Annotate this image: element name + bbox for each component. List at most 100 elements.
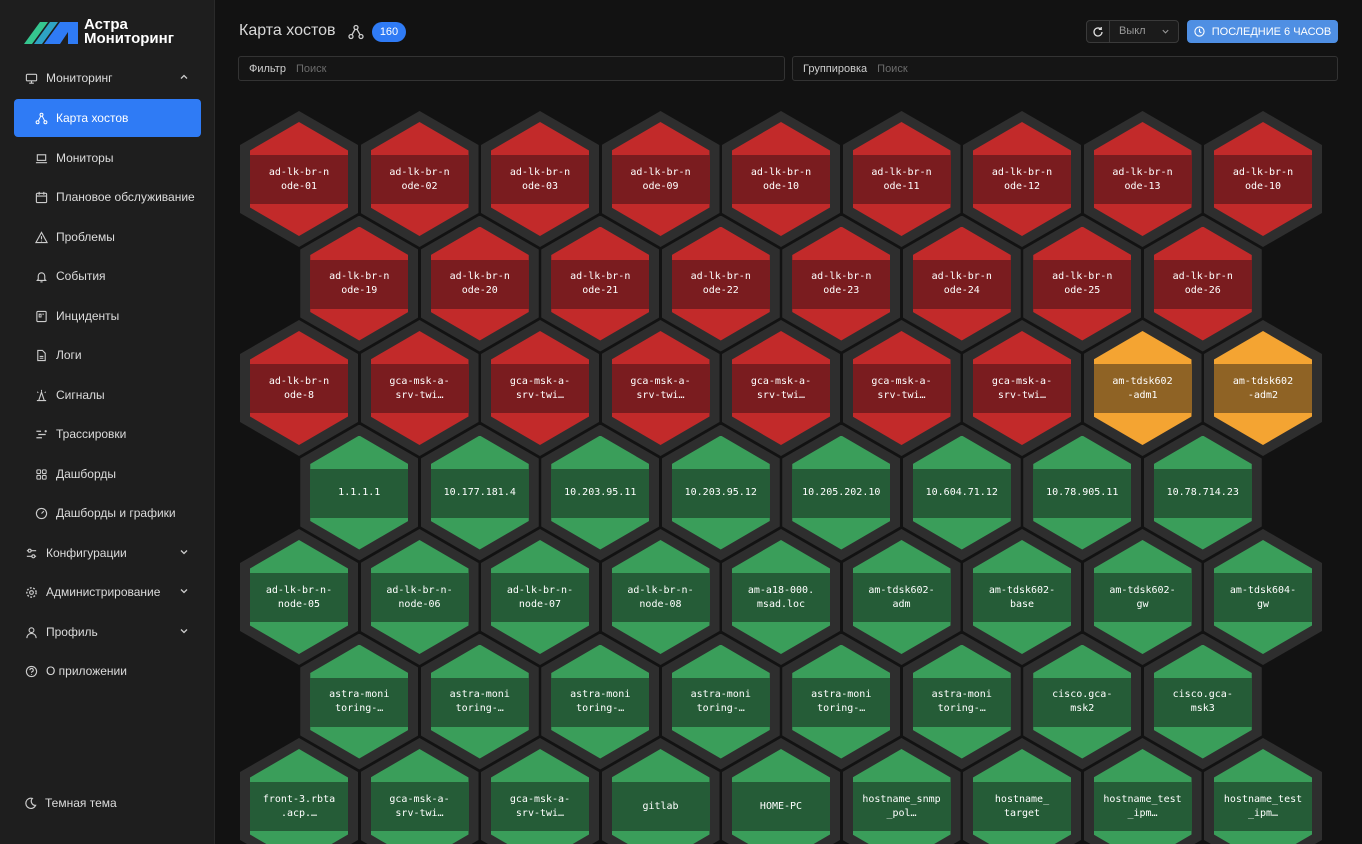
host-name: gca-msk-a- srv-twi… bbox=[370, 782, 469, 831]
sidebar-item-15[interactable]: О приложении bbox=[14, 652, 201, 690]
host-hex[interactable]: hostname_test _ipm… bbox=[1204, 738, 1322, 844]
host-hex[interactable]: ad-lk-br-n ode-23 bbox=[782, 215, 901, 352]
host-hex[interactable]: ad-lk-br-n ode-22 bbox=[661, 215, 780, 352]
host-hex[interactable]: ad-lk-br-n- node-06 bbox=[360, 529, 479, 665]
host-hex[interactable]: ad-lk-br-n ode-26 bbox=[1143, 215, 1262, 352]
host-hex[interactable]: am-tdsk602- adm bbox=[842, 529, 961, 665]
host-hex[interactable]: astra-moni toring-… bbox=[300, 633, 419, 770]
host-hex[interactable]: ad-lk-br-n ode-10 bbox=[722, 111, 840, 247]
host-hex[interactable]: 10.78.905.11 bbox=[1023, 424, 1142, 561]
host-hex[interactable]: 10.78.714.23 bbox=[1143, 424, 1262, 561]
host-hex[interactable]: 10.203.95.12 bbox=[661, 424, 780, 561]
host-hex[interactable]: gca-msk-a- srv-twi… bbox=[481, 738, 599, 844]
host-hex[interactable]: astra-moni toring-… bbox=[541, 633, 660, 770]
host-name: cisco.gca- msk2 bbox=[1033, 677, 1132, 727]
sidebar-item-6[interactable]: Инциденты bbox=[14, 297, 201, 335]
host-hex[interactable]: ad-lk-br-n ode-10 bbox=[1204, 111, 1322, 247]
host-hex[interactable]: front-3.rbta .acp.… bbox=[240, 738, 358, 844]
host-name: astra-moni toring-… bbox=[912, 677, 1011, 727]
time-range-button[interactable]: ПОСЛЕДНИЕ 6 ЧАСОВ bbox=[1187, 20, 1338, 43]
sidebar-item-0[interactable]: Мониторинг bbox=[14, 59, 201, 97]
host-hex[interactable]: am-tdsk602 -adm1 bbox=[1083, 320, 1202, 456]
host-hex[interactable]: 1.1.1.1 bbox=[300, 424, 419, 561]
host-hex[interactable]: astra-moni toring-… bbox=[420, 633, 539, 770]
host-hex[interactable]: ad-lk-br-n ode-8 bbox=[240, 320, 358, 456]
sidebar-item-14[interactable]: Профиль bbox=[14, 613, 201, 651]
host-hex[interactable]: 10.604.71.12 bbox=[902, 424, 1021, 561]
host-name: ad-lk-br-n ode-25 bbox=[1033, 259, 1132, 309]
host-hex[interactable]: ad-lk-br-n ode-11 bbox=[842, 111, 961, 247]
host-hex[interactable]: gca-msk-a- srv-twi… bbox=[360, 738, 479, 844]
host-hex[interactable]: am-a18-000. msad.loc bbox=[722, 529, 840, 665]
host-hex[interactable]: ad-lk-br-n- node-07 bbox=[481, 529, 599, 665]
host-hex[interactable]: ad-lk-br-n ode-25 bbox=[1023, 215, 1142, 352]
host-hex[interactable]: ad-lk-br-n ode-21 bbox=[541, 215, 660, 352]
host-hex[interactable]: gitlab bbox=[601, 738, 720, 844]
host-name: am-tdsk602 -adm2 bbox=[1214, 364, 1312, 413]
host-hex[interactable]: ad-lk-br-n ode-01 bbox=[240, 111, 358, 247]
host-hex[interactable]: ad-lk-br-n ode-20 bbox=[420, 215, 539, 352]
host-name: gca-msk-a- srv-twi… bbox=[732, 364, 830, 413]
host-hex[interactable]: cisco.gca- msk2 bbox=[1023, 633, 1142, 770]
refresh-interval-select[interactable]: Выкл bbox=[1119, 25, 1146, 37]
host-hex[interactable]: am-tdsk602- gw bbox=[1083, 529, 1202, 665]
host-hex[interactable]: ad-lk-br-n ode-13 bbox=[1083, 111, 1202, 247]
host-hex[interactable]: hostname_ target bbox=[963, 738, 1081, 844]
host-hex[interactable]: 10.177.181.4 bbox=[420, 424, 539, 561]
sidebar-item-2[interactable]: Мониторы bbox=[14, 139, 201, 177]
host-hex[interactable]: 10.203.95.11 bbox=[541, 424, 660, 561]
grouping-input[interactable] bbox=[877, 62, 1278, 75]
host-hex[interactable]: am-tdsk602- base bbox=[963, 529, 1081, 665]
host-hex[interactable]: HOME-PC bbox=[722, 738, 840, 844]
host-name: astra-moni toring-… bbox=[310, 677, 409, 727]
host-hex[interactable]: astra-moni toring-… bbox=[661, 633, 780, 770]
host-hex[interactable]: astra-moni toring-… bbox=[782, 633, 901, 770]
host-hex[interactable]: gca-msk-a- srv-twi… bbox=[481, 320, 599, 456]
sidebar-item-7[interactable]: Логи bbox=[14, 336, 201, 374]
sidebar-item-9[interactable]: Трассировки bbox=[14, 415, 201, 453]
host-hex[interactable]: ad-lk-br-n ode-12 bbox=[963, 111, 1081, 247]
host-hex[interactable]: ad-lk-br-n- node-08 bbox=[601, 529, 720, 665]
filter-input[interactable] bbox=[295, 62, 696, 75]
sidebar-item-11[interactable]: Дашборды и графики bbox=[14, 494, 201, 532]
grouping-field: Группировка bbox=[792, 56, 1338, 81]
sidebar-item-label: События bbox=[56, 269, 106, 283]
host-hex[interactable]: gca-msk-a- srv-twi… bbox=[842, 320, 961, 456]
sidebar-item-8[interactable]: Сигналы bbox=[14, 376, 201, 414]
host-hex[interactable]: am-tdsk604- gw bbox=[1204, 529, 1322, 665]
sidebar-item-5[interactable]: События bbox=[14, 257, 201, 295]
host-hex[interactable]: ad-lk-br-n ode-19 bbox=[300, 215, 419, 352]
host-hex[interactable]: gca-msk-a- srv-twi… bbox=[722, 320, 840, 456]
sidebar-item-4[interactable]: Проблемы bbox=[14, 218, 201, 256]
host-name: ad-lk-br-n ode-10 bbox=[1214, 155, 1312, 204]
refresh-icon bbox=[1093, 26, 1103, 37]
host-hex[interactable]: am-tdsk602 -adm2 bbox=[1204, 320, 1322, 456]
host-hex[interactable]: astra-moni toring-… bbox=[902, 633, 1021, 770]
host-hex[interactable]: gca-msk-a- srv-twi… bbox=[360, 320, 479, 456]
host-hex[interactable]: hostname_test _ipm… bbox=[1083, 738, 1202, 844]
host-name: gca-msk-a- srv-twi… bbox=[491, 782, 589, 831]
host-hex[interactable]: gca-msk-a- srv-twi… bbox=[601, 320, 720, 456]
host-hex[interactable]: ad-lk-br-n ode-02 bbox=[360, 111, 479, 247]
theme-toggle[interactable]: Темная тема bbox=[24, 796, 117, 810]
host-hex[interactable]: cisco.gca- msk3 bbox=[1143, 633, 1262, 770]
sidebar-item-10[interactable]: Дашборды bbox=[14, 455, 201, 493]
app-logo[interactable]: Астра Мониторинг bbox=[24, 17, 174, 46]
sidebar-item-3[interactable]: Плановое обслуживание bbox=[14, 178, 201, 216]
host-hex[interactable]: ad-lk-br-n ode-09 bbox=[601, 111, 720, 247]
laptop-icon bbox=[34, 151, 48, 165]
refresh-button[interactable] bbox=[1087, 21, 1110, 42]
sidebar-item-label: Проблемы bbox=[56, 230, 115, 244]
host-hex[interactable]: ad-lk-br-n ode-24 bbox=[902, 215, 1021, 352]
host-hex[interactable]: ad-lk-br-n- node-05 bbox=[240, 529, 358, 665]
host-hex[interactable]: ad-lk-br-n ode-03 bbox=[481, 111, 599, 247]
host-name: 10.78.714.23 bbox=[1153, 468, 1252, 518]
host-map: ad-lk-br-n ode-01 ad-lk-br-n ode-02 ad-lk-… bbox=[215, 96, 1362, 844]
sidebar-item-13[interactable]: Администрирование bbox=[14, 573, 201, 611]
sidebar-item-1[interactable]: Карта хостов bbox=[14, 99, 201, 137]
sidebar-item-12[interactable]: Конфигурации bbox=[14, 534, 201, 572]
chevron-down-icon bbox=[180, 589, 188, 594]
host-hex[interactable]: 10.205.202.10 bbox=[782, 424, 901, 561]
host-hex[interactable]: gca-msk-a- srv-twi… bbox=[963, 320, 1081, 456]
host-hex[interactable]: hostname_snmp _pol… bbox=[842, 738, 961, 844]
